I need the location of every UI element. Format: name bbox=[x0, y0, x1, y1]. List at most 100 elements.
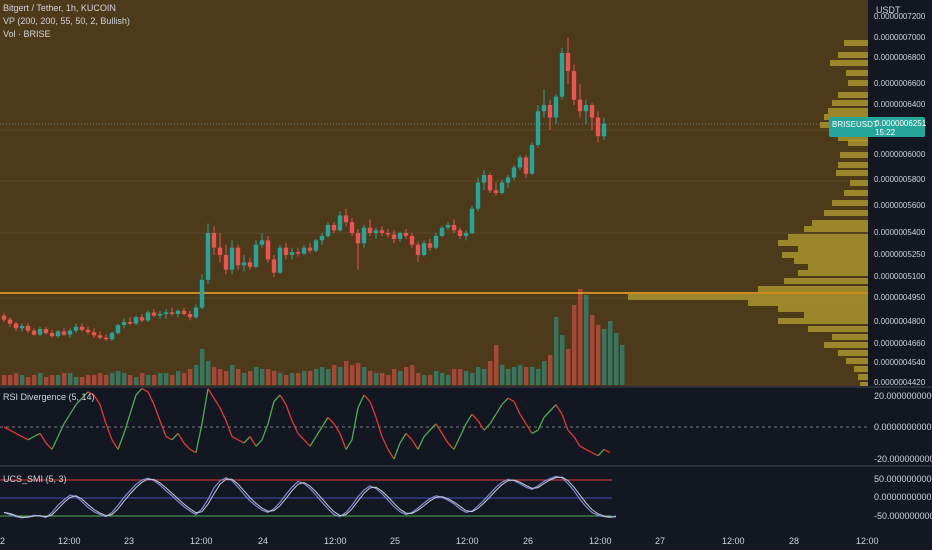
price-tick-label: 0.0000005400 bbox=[874, 228, 926, 237]
candle-body bbox=[571, 71, 577, 100]
rsi-segment bbox=[507, 397, 515, 402]
volume-bar bbox=[440, 373, 445, 385]
candle-body bbox=[457, 230, 463, 236]
candle-body bbox=[229, 247, 235, 270]
rsi-segment bbox=[585, 448, 593, 454]
volume-bar bbox=[242, 373, 247, 385]
time-tick-label: 12:00 bbox=[58, 536, 81, 546]
last-price-tag: BRISEUSDT 0.0000006251 15:22 bbox=[829, 117, 927, 137]
price-chart-canvas[interactable] bbox=[0, 0, 868, 386]
candle-body bbox=[49, 333, 55, 337]
volume-profile-bar bbox=[858, 374, 868, 380]
volume-bar bbox=[446, 375, 451, 385]
rsi-segment bbox=[423, 429, 431, 438]
candle-body bbox=[205, 233, 211, 280]
volume-bar bbox=[608, 321, 613, 385]
volume-bar bbox=[386, 375, 391, 385]
rsi-segment bbox=[363, 394, 371, 402]
rsi-segment bbox=[561, 413, 569, 431]
candle-body bbox=[403, 233, 409, 236]
candle-body bbox=[421, 243, 427, 255]
volume-bar bbox=[140, 373, 145, 385]
smi-canvas[interactable] bbox=[0, 467, 868, 529]
candle-body bbox=[427, 243, 433, 248]
rsi-segment bbox=[69, 404, 77, 415]
rsi-segment bbox=[177, 433, 185, 444]
candle-body bbox=[43, 329, 49, 333]
candle-body bbox=[301, 247, 307, 254]
volume-profile-bar bbox=[794, 258, 868, 264]
smi-tick: 50.0000000000 bbox=[874, 474, 932, 484]
candle-body bbox=[1, 315, 7, 320]
candle-body bbox=[73, 326, 79, 331]
symbol-label: BRISEUSDT bbox=[832, 120, 878, 129]
volume-bar bbox=[602, 329, 607, 385]
volume-profile-bar bbox=[846, 358, 868, 364]
rsi-tick: 0.0000000000 bbox=[874, 422, 932, 432]
candle-countdown: 15:22 bbox=[875, 128, 896, 137]
rsi-segment bbox=[375, 417, 383, 437]
rsi-segment bbox=[243, 436, 251, 444]
candle-body bbox=[193, 307, 199, 318]
volume-bar bbox=[50, 375, 55, 385]
pane-separator[interactable] bbox=[0, 465, 932, 467]
rsi-segment bbox=[405, 432, 413, 441]
candle-body bbox=[331, 224, 337, 231]
candle-body bbox=[445, 224, 451, 228]
rsi-segment bbox=[297, 432, 305, 441]
price-chart-pane[interactable]: Bitgert / Tether, 1h, KUCOIN VP (200, 20… bbox=[0, 0, 868, 386]
pane-separator[interactable] bbox=[0, 386, 932, 388]
rsi-canvas[interactable] bbox=[0, 388, 868, 465]
volume-bar bbox=[266, 369, 271, 385]
candle-body bbox=[163, 312, 169, 314]
volume-bar bbox=[506, 369, 511, 385]
volume-bar bbox=[548, 355, 553, 385]
rsi-segment bbox=[105, 423, 113, 441]
volume-bar bbox=[512, 367, 517, 385]
price-tick-label: 0.0000006400 bbox=[874, 100, 926, 109]
rsi-segment bbox=[543, 410, 551, 418]
volume-bar bbox=[254, 367, 259, 385]
candle-body bbox=[235, 247, 241, 266]
volume-bar bbox=[182, 373, 187, 385]
rsi-segment bbox=[603, 448, 611, 454]
candle-body bbox=[259, 240, 265, 245]
candle-body bbox=[85, 329, 91, 333]
volume-profile-bar bbox=[848, 80, 868, 86]
candle-body bbox=[157, 314, 163, 316]
last-price-value: 0.0000006251 bbox=[875, 119, 927, 128]
volume-bar bbox=[56, 375, 61, 385]
rsi-segment bbox=[135, 388, 143, 396]
candle-body bbox=[589, 105, 595, 118]
rsi-pane[interactable]: RSI Divergence (5, 14) bbox=[0, 388, 868, 465]
price-axis[interactable]: USDT 0.0000007200 0.0000007000 0.000000680… bbox=[869, 0, 932, 387]
candle-body bbox=[487, 175, 493, 191]
price-tick-label: 0.0000006600 bbox=[874, 79, 926, 88]
rsi-segment bbox=[489, 413, 497, 425]
volume-profile-bar bbox=[832, 100, 868, 106]
volume-bar bbox=[146, 375, 151, 385]
volume-bar bbox=[278, 373, 283, 385]
volume-bar bbox=[32, 375, 37, 385]
time-tick-label: 12:00 bbox=[190, 536, 213, 546]
candle-body bbox=[37, 329, 43, 335]
volume-bar bbox=[194, 365, 199, 385]
rsi-segment bbox=[573, 436, 581, 447]
rsi-axis[interactable]: 20.0000000000 0.0000000000 -20.000000000… bbox=[869, 388, 932, 465]
time-tick-label: 27 bbox=[655, 536, 666, 546]
rsi-label: RSI Divergence (5, 14) bbox=[3, 392, 95, 402]
smi-axis[interactable]: 50.0000000000 0.0000000000 -50.000000000… bbox=[869, 467, 932, 529]
rsi-segment bbox=[465, 413, 473, 425]
rsi-segment bbox=[597, 448, 605, 457]
time-axis[interactable]: 2 12:00 23 12:00 24 12:00 25 12:00 26 12:00 27 12:0… bbox=[0, 529, 879, 550]
smi-pane[interactable]: UCS_SMI (5, 3) bbox=[0, 467, 868, 529]
rsi-segment bbox=[261, 423, 269, 441]
rsi-segment bbox=[171, 432, 179, 441]
rsi-segment bbox=[81, 391, 89, 399]
volume-bar bbox=[398, 371, 403, 385]
candle-body bbox=[31, 330, 37, 335]
rsi-segment bbox=[141, 388, 149, 393]
rsi-segment bbox=[63, 413, 71, 425]
axis-unit: USDT bbox=[876, 5, 901, 15]
candle-body bbox=[145, 312, 151, 321]
